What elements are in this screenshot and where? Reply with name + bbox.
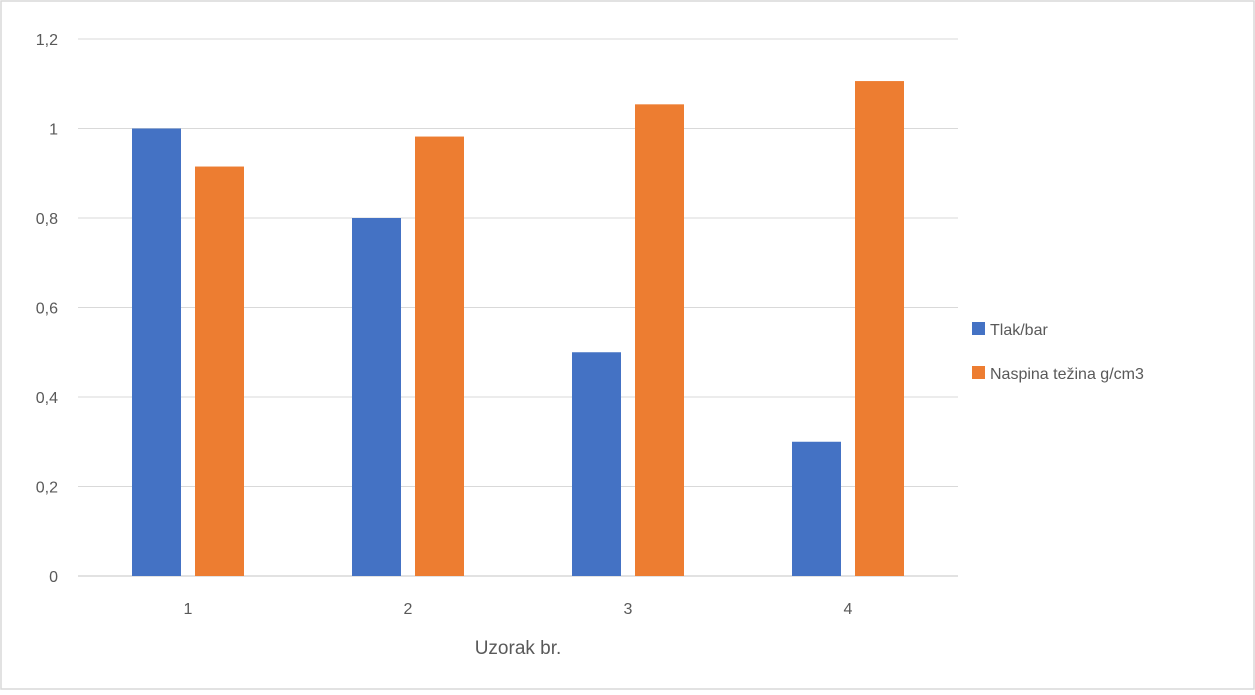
legend-swatch — [972, 366, 985, 379]
legend-label: Tlak/bar — [990, 322, 1048, 339]
bar-tlak-3 — [572, 352, 621, 576]
bar-naspina-1 — [195, 166, 244, 576]
x-tick-label: 2 — [404, 601, 413, 618]
bar-tlak-4 — [792, 441, 841, 576]
y-tick-label: 1 — [49, 122, 58, 139]
y-tick-label: 0,2 — [36, 480, 58, 497]
y-tick-label: 0 — [49, 569, 58, 586]
bar-naspina-3 — [635, 104, 684, 577]
bar-naspina-4 — [855, 81, 904, 576]
bar-naspina-2 — [415, 136, 464, 576]
y-axis-ticks: 0 0,2 0,4 0,6 0,8 1 1,2 — [36, 32, 58, 586]
y-tick-label: 0,8 — [36, 211, 58, 228]
x-tick-label: 3 — [624, 601, 633, 618]
legend: Tlak/bar Naspina težina g/cm3 — [972, 322, 1144, 383]
x-tick-label: 1 — [184, 601, 193, 618]
bar-tlak-1 — [132, 128, 181, 576]
x-axis-ticks: 1 2 3 4 — [184, 601, 853, 618]
y-tick-label: 0,6 — [36, 301, 58, 318]
bar-tlak-2 — [352, 218, 401, 576]
legend-swatch — [972, 322, 985, 335]
y-tick-label: 1,2 — [36, 32, 58, 49]
legend-label: Naspina težina g/cm3 — [990, 366, 1144, 383]
y-tick-label: 0,4 — [36, 390, 58, 407]
bars — [132, 81, 904, 577]
x-axis-title: Uzorak br. — [475, 638, 562, 659]
x-tick-label: 4 — [844, 601, 853, 618]
